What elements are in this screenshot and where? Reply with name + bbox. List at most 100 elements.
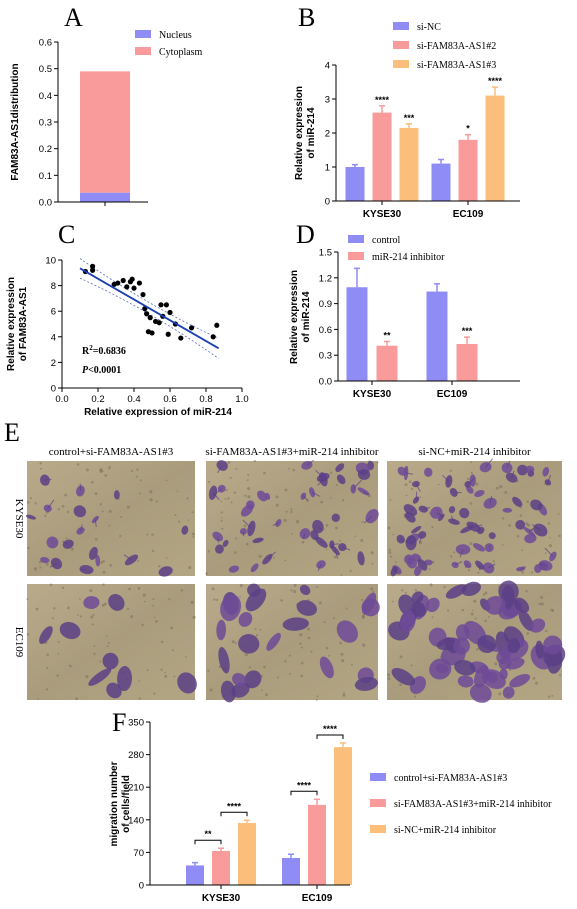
- panel-e-cell: [336, 620, 358, 643]
- chart-b-significance-label: ****: [375, 95, 390, 105]
- panel-e-pore: [498, 692, 502, 696]
- panel-e-pore: [495, 486, 499, 490]
- chart-f-significance-label: **: [204, 829, 212, 839]
- chart-b-significance-label: ***: [404, 113, 415, 123]
- panel-e-pore: [392, 533, 395, 536]
- chart-f-legend-label: si-FAM83A-AS1#3+miR-214 inhibitor: [394, 799, 552, 810]
- panel-e-pore: [244, 652, 248, 657]
- chart-c-point: [120, 277, 126, 284]
- panel-e-pore: [333, 555, 337, 559]
- panel-e-pore: [290, 508, 293, 511]
- panel-e-pore: [45, 688, 49, 691]
- panel-e-pore: [551, 609, 555, 612]
- panel-e-pore: [187, 519, 190, 521]
- chart-b-category-label: EC109: [453, 209, 484, 220]
- panel-e-pore: [227, 461, 231, 464]
- panel-e-pore: [263, 665, 266, 669]
- panel-e-pore: [273, 556, 276, 559]
- panel-e-pore: [413, 695, 417, 698]
- panel-e-pore: [429, 583, 433, 587]
- panel-e-pore: [33, 567, 37, 571]
- chart-a-y-tick-label: 0.4: [39, 91, 52, 102]
- panel-e-pore: [79, 598, 81, 600]
- panel-e-pore: [547, 695, 551, 698]
- panel-e-cell-process: [302, 533, 306, 540]
- panel-e-cell: [411, 601, 426, 617]
- chart-c-point: [147, 315, 153, 321]
- panel-e-pore: [320, 500, 323, 504]
- panel-e-pore: [67, 606, 70, 610]
- panel-e-pore: [404, 591, 407, 594]
- chart-f-y-tick-label: 70: [133, 848, 144, 859]
- panel-e-cell: [391, 668, 416, 686]
- panel-e-cell: [218, 646, 230, 674]
- panel-e-pore: [180, 589, 184, 592]
- chart-b-category-label: KYSE30: [363, 209, 402, 220]
- panel-e-cell: [247, 583, 261, 597]
- chart-a-y-tick-label: 0.5: [39, 64, 52, 75]
- panel-e-cell: [530, 499, 543, 511]
- panel-e-pore: [474, 617, 477, 620]
- panel-e-pore: [315, 699, 318, 701]
- panel-e-cell: [529, 618, 546, 633]
- chart-f-bar: [186, 865, 204, 885]
- chart-c-point: [129, 276, 135, 282]
- panel-e-cell: [158, 566, 173, 577]
- panel-e-pore: [85, 675, 89, 679]
- panel-e-pore: [296, 520, 300, 524]
- panel-e-pore: [538, 602, 542, 606]
- chart-b-bar: [399, 127, 419, 201]
- panel-e-cell-process: [217, 465, 223, 474]
- chart-c-r2-sup: 2: [89, 344, 93, 352]
- panel-e-pore: [229, 476, 232, 479]
- panel-e-micrograph-background: [206, 461, 378, 576]
- panel-e-pore: [310, 650, 313, 653]
- panel-e-pore: [70, 547, 74, 551]
- panel-e-cell: [484, 595, 506, 615]
- panel-e-pore: [431, 526, 434, 529]
- chart-c-y-tick-label: 10: [45, 256, 56, 267]
- panel-e-cell-process: [311, 491, 321, 497]
- panel-e-pore: [293, 583, 297, 587]
- panel-e-pore: [120, 516, 123, 518]
- panel-e-cell-process: [303, 495, 309, 501]
- panel-e-pore: [109, 563, 113, 567]
- panel-e-pore: [239, 584, 243, 588]
- panel-e-cell-process: [315, 469, 324, 478]
- panel-e-cell-process: [49, 563, 57, 568]
- chart-b-y-axis-title-line: Relative expression: [294, 86, 305, 180]
- chart-c-point: [178, 335, 184, 341]
- panel-e-pore: [499, 485, 503, 489]
- panel-e-pore: [387, 673, 391, 677]
- panel-e-pore: [34, 502, 37, 505]
- chart-f-significance-bracket: [316, 734, 344, 739]
- panel-e-cell: [331, 513, 340, 522]
- chart-c-y-tick-label: 2: [51, 358, 56, 369]
- panel-e-pore: [527, 523, 531, 528]
- panel-e-cell: [83, 596, 100, 610]
- panel-e-pore: [61, 504, 65, 508]
- panel-e-pore: [544, 552, 547, 554]
- panel-e-pore: [372, 590, 375, 593]
- panel-e-cell: [473, 543, 486, 552]
- panel-e-cell: [88, 546, 98, 560]
- panel-e-pore: [558, 674, 562, 677]
- chart-d-y-axis-title-line: of miR-214: [301, 291, 312, 343]
- chart-b-y-tick-label: 3: [325, 95, 330, 106]
- panel-letter-f: F: [112, 708, 126, 737]
- panel-e-pore: [164, 674, 168, 678]
- panel-e-pore: [329, 496, 332, 499]
- panel-e-pore: [207, 669, 210, 672]
- chart-c-point: [156, 320, 162, 326]
- chart-c-r2-prefix: R: [82, 346, 90, 357]
- panel-e-cell: [411, 591, 424, 604]
- panel-e-pore: [494, 662, 498, 666]
- chart-d-y-tick-label: 0.6: [319, 325, 332, 336]
- panel-e-pore: [548, 544, 552, 548]
- panel-e-pore: [419, 496, 422, 498]
- chart-c-fit-line: [79, 267, 220, 350]
- panel-e-cell-process: [331, 543, 339, 545]
- chart-f-significance-label: ****: [297, 780, 312, 790]
- chart-d-mir214-inhibitor: ** KYSE30 *** EC109 0.0 0.3 0.6 0.9 1.2 1.5 Relati…: [289, 235, 520, 400]
- panel-e-pore: [470, 612, 474, 616]
